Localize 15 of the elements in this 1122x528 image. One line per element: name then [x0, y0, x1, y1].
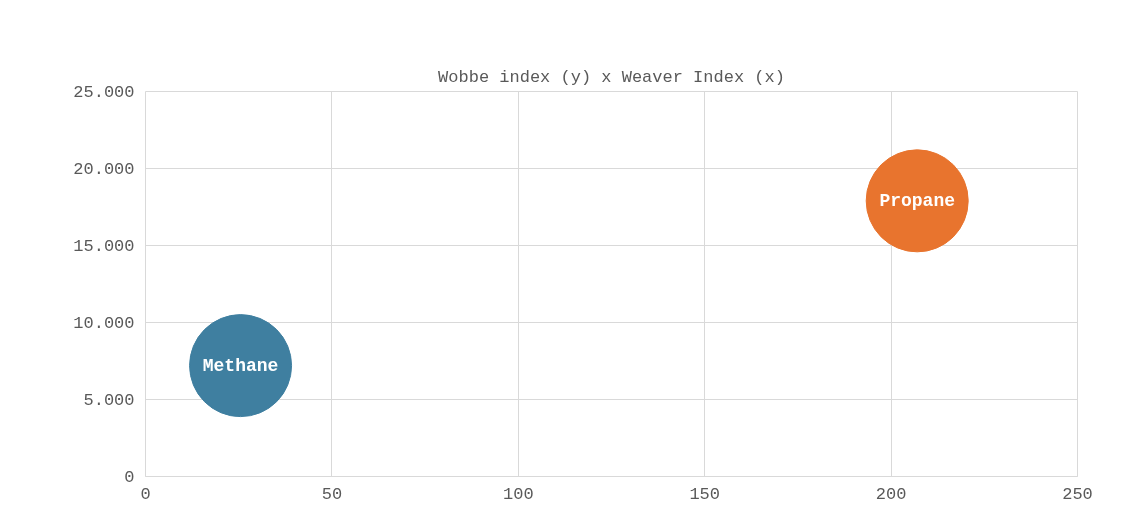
y-tick-label: 15.000 — [73, 237, 135, 256]
x-tick-label: 200 — [875, 484, 907, 504]
y-tick-label: 5.000 — [83, 391, 135, 410]
x-tick-label: 250 — [1062, 484, 1093, 504]
series-label: Propane — [879, 190, 956, 211]
x-tick-label: 50 — [321, 484, 343, 504]
series-label: Methane — [202, 355, 279, 376]
y-tick-label: 0 — [124, 468, 135, 487]
y-tick-label: 20.000 — [73, 160, 135, 179]
y-tick-label: 10.000 — [73, 314, 135, 333]
x-tick-label: 100 — [503, 484, 534, 504]
chart-title: Wobbe index (y) x Weaver Index (x) — [438, 67, 785, 87]
y-tick-label: 25.000 — [73, 83, 135, 102]
x-tick-label: 150 — [689, 484, 721, 504]
x-tick-label: 0 — [140, 484, 151, 504]
